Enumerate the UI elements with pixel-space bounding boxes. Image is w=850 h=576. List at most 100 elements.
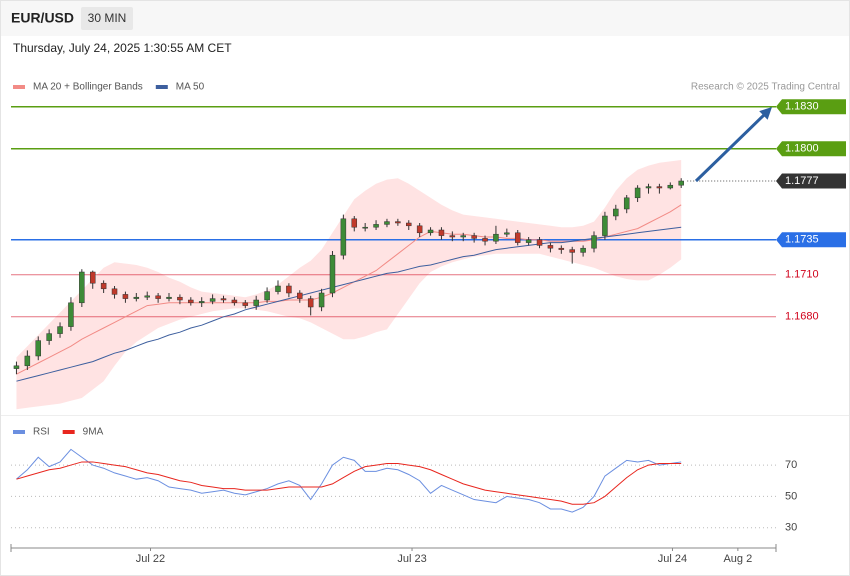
legend-swatch (13, 85, 25, 89)
candle-body (449, 235, 456, 238)
level-label: 1.1777 (785, 175, 819, 187)
timeframe-badge[interactable] (81, 7, 133, 30)
credit: Research © 2025 Trading Central (691, 82, 840, 93)
series-line (16, 461, 682, 505)
level-badge (776, 232, 846, 248)
candle-body (416, 225, 423, 234)
legend-label: MA 50 (176, 82, 205, 93)
candle-body (220, 298, 227, 301)
forecast-arrowhead (759, 107, 772, 120)
level-badge (776, 141, 846, 157)
candle-body (198, 301, 205, 304)
candle-body (188, 299, 194, 304)
candle-body (460, 235, 466, 238)
candle-body (35, 340, 41, 357)
level-label: 1.1800 (785, 143, 819, 155)
level-label: 1.1710 (785, 269, 819, 281)
candle-body (645, 186, 652, 189)
candle-body (591, 235, 597, 249)
candle-body (613, 208, 619, 217)
candle-body (46, 333, 52, 341)
candle-body (493, 233, 499, 242)
level-label: 1.1735 (785, 234, 819, 246)
level-badge (776, 173, 846, 189)
candle-body (307, 298, 314, 308)
x-tick-label: Jul 24 (658, 553, 687, 565)
x-tick-label: Jul 22 (136, 553, 165, 565)
candle-body (667, 184, 674, 189)
candle-body (340, 218, 347, 256)
candle-body (318, 292, 325, 308)
candle-body (504, 232, 510, 235)
header-bar (1, 1, 849, 36)
legend-swatch (155, 85, 168, 89)
candle-body (231, 299, 238, 304)
candle-body (634, 187, 641, 199)
candle-body (100, 282, 107, 290)
level-label: 1.1680 (785, 311, 819, 323)
panel-divider (1, 415, 849, 416)
candle-body (297, 292, 303, 299)
symbol: EUR/USD (11, 10, 74, 26)
candle-body (275, 285, 281, 292)
candle-body (482, 238, 488, 242)
candle-body (525, 239, 532, 243)
candle-body (569, 249, 575, 253)
candle-body (438, 229, 445, 236)
candle-body (177, 296, 183, 301)
candle-body (656, 186, 663, 189)
y-tick-label: 30 (785, 522, 797, 534)
candle-body (395, 221, 401, 224)
candle-body (111, 288, 118, 295)
datetime: Thursday, July 24, 2025 1:30:55 AM CET (13, 41, 232, 55)
legend-label: 9MA (83, 427, 104, 438)
timeframe[interactable]: 30 MIN (88, 11, 127, 25)
series-line (16, 448, 682, 513)
level-label: 1.1830 (785, 101, 819, 113)
candle-body (264, 291, 270, 301)
candle-body (471, 235, 477, 239)
x-tick-label: Aug 2 (723, 553, 752, 565)
candle-body (133, 296, 140, 299)
legend-label: MA 20 + Bollinger Bands (33, 82, 143, 93)
candle-body (155, 295, 161, 299)
candle-body (427, 229, 434, 234)
candle-body (362, 226, 368, 229)
candle-body (329, 254, 336, 294)
candle-body (68, 302, 74, 327)
candle-body (678, 180, 684, 186)
candle-body (122, 294, 129, 299)
series-line (16, 226, 682, 382)
candle-body (89, 271, 96, 284)
candle-body (57, 326, 63, 334)
candle-body (166, 296, 172, 299)
candle-body (242, 302, 249, 306)
candle-body (547, 245, 554, 249)
candle-body (209, 298, 216, 302)
x-tick-label: Jul 23 (397, 553, 426, 565)
candle-body (286, 285, 292, 294)
candle-body (373, 224, 379, 228)
candle-body (623, 197, 630, 210)
legend-label: RSI (33, 427, 50, 438)
candle-body (536, 239, 543, 246)
candle-body (79, 271, 85, 304)
candle-body (514, 232, 521, 243)
price-panel: MA 20 + Bollinger Bands MA 50 1.1830 1.1800… (11, 82, 846, 410)
legend-swatch (62, 430, 75, 434)
candle-body (406, 222, 412, 227)
legend-swatch (13, 430, 25, 434)
candle-body (144, 295, 150, 298)
y-tick-label: 50 (785, 490, 797, 502)
y-tick-label: 70 (785, 459, 797, 471)
candle-body (351, 218, 358, 228)
candle-body (580, 247, 586, 253)
candle-body (384, 221, 390, 225)
forecast-arrow (694, 113, 766, 183)
candle-body (13, 365, 20, 369)
level-badge (776, 99, 846, 115)
candle-body (253, 299, 259, 306)
candle-body (602, 215, 608, 236)
candle-body (24, 355, 31, 367)
